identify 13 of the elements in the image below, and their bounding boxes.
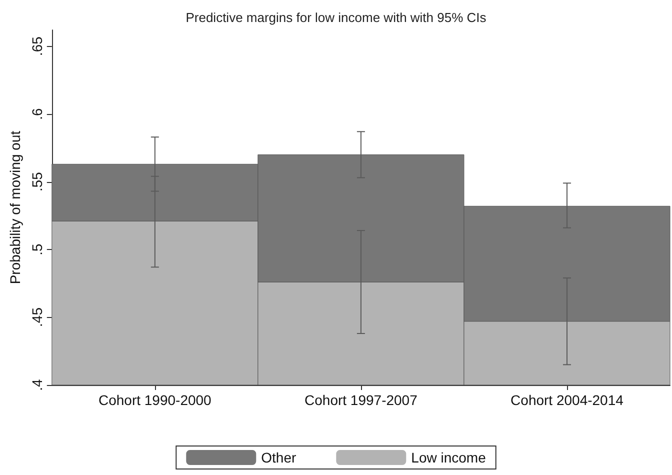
y-tick-label: .55 [28, 172, 45, 192]
legend-label: Low income [411, 450, 486, 466]
y-tick-label: .4 [28, 378, 45, 391]
x-tick-label: Cohort 1990-2000 [98, 392, 212, 408]
y-axis-title: Probability of moving out [7, 130, 23, 284]
x-tick-label: Cohort 2004-2014 [510, 392, 624, 408]
y-tick-label: .45 [28, 307, 45, 327]
chart-title: Predictive margins for low income with with 95% CIs [186, 10, 487, 25]
y-tick-label: .5 [28, 243, 45, 256]
y-tick-label: .65 [28, 36, 45, 56]
legend-label: Other [261, 450, 296, 466]
x-tick-label: Cohort 1997-2007 [304, 392, 418, 408]
y-tick-label: .6 [28, 108, 45, 120]
